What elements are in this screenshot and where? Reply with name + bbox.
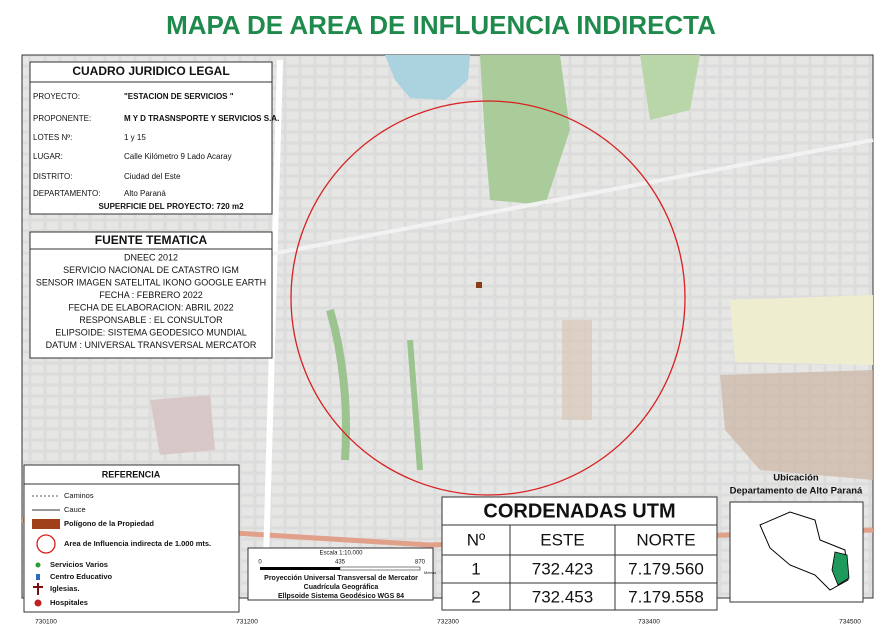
row-label: LOTES Nº: [33,133,72,142]
table-title: CORDENADAS UTM [483,500,675,522]
box-title: CUADRO JURIDICO LEGAL [72,64,229,78]
symbol [32,519,60,529]
symbol [36,574,40,580]
source-line: DNEEC 2012 [124,252,178,262]
source-line: ELIPSOIDE: SISTEMA GEODESICO MUNDIAL [55,327,247,337]
table-cell: 7.179.560 [628,559,704,578]
property-polygon [476,282,482,288]
table-header: ESTE [540,530,584,549]
row-label: LUGAR: [33,152,63,161]
table-cell: 2 [471,587,480,606]
box-footer: SUPERFICIE DEL PROYECTO: 720 m2 [98,202,244,211]
scale-bar [340,567,420,570]
source-line: FECHA DE ELABORACION: ABRIL 2022 [68,302,233,312]
row-label: PROYECTO: [33,92,80,101]
table-header: NORTE [636,530,695,549]
location-subtitle: Departamento de Alto Paraná [730,486,863,497]
x-coordinate: 732300 [437,619,459,626]
source-line: RESPONSABLE : EL CONSULTOR [79,315,223,325]
table-cell: 732.453 [532,587,593,606]
page-title: MAPA DE AREA DE INFLUENCIA INDIRECTA [166,10,716,40]
box-title: REFERENCIA [102,469,161,479]
row-value: Alto Paraná [124,189,166,198]
scale-tick: 870 [415,560,426,566]
symbol [35,600,42,607]
x-coordinate: 731200 [236,619,258,626]
scale-bar [260,567,340,570]
legend-item: Iglesias. [50,584,80,593]
table-cell: 1 [471,559,480,578]
scale-tick: 435 [335,560,346,566]
x-coordinate: 734500 [839,619,861,626]
row-value: Calle Kilómetro 9 Lado Acaray [124,152,232,161]
table-cell: 7.179.558 [628,587,704,606]
source-line: FECHA : FEBRERO 2022 [99,290,203,300]
row-value: M Y D TRASNSPORTE Y SERVICIOS S.A. [124,114,279,123]
legend-item: Centro Educativo [50,572,113,581]
legend-item: Servicios Varios [50,560,108,569]
table-cell: 732.423 [532,559,593,578]
source-line: DATUM : UNIVERSAL TRANSVERSAL MERCATOR [46,340,257,350]
scale-label: Escala 1:10.000 [319,551,363,557]
row-value: 1 y 15 [124,133,146,142]
table-header: Nº [467,530,486,549]
scale-unit: Metros [424,570,436,575]
map-page: MAPA DE AREA DE INFLUENCIA INDIRECTA CUAD… [0,0,883,631]
symbol [36,563,41,568]
row-label: DEPARTAMENTO: [33,189,100,198]
box-title: FUENTE TEMATICA [95,233,208,247]
x-coordinate: 733400 [638,619,660,626]
scale-line: Ellpsoide Sistema Geodésico WGS 84 [278,593,404,600]
source-line: SENSOR IMAGEN SATELITAL IKONO GOOGLE EAR… [36,277,266,287]
x-coordinate: 730100 [35,619,57,626]
scale-line: Proyección Universal Transversal de Merc… [264,575,418,582]
row-label: PROPONENTE: [33,114,91,123]
legend-item: Area de Influencia indirecta de 1.000 mt… [64,539,211,548]
source-line: SERVICIO NACIONAL DE CATASTRO IGM [63,265,239,275]
legend-item: Caminos [64,491,94,500]
legend-item: Polígono de la Propiedad [64,519,154,528]
row-value: Ciudad del Este [124,172,181,181]
legend-item: Hospitales [50,598,88,607]
row-label: DISTRITO: [33,172,72,181]
row-value: "ESTACION DE SERVICIOS " [124,92,234,101]
scale-line: Cuadrícula Geográfica [304,584,379,591]
location-title: Ubicación [773,473,819,484]
legend-item: Cauce [64,505,86,514]
